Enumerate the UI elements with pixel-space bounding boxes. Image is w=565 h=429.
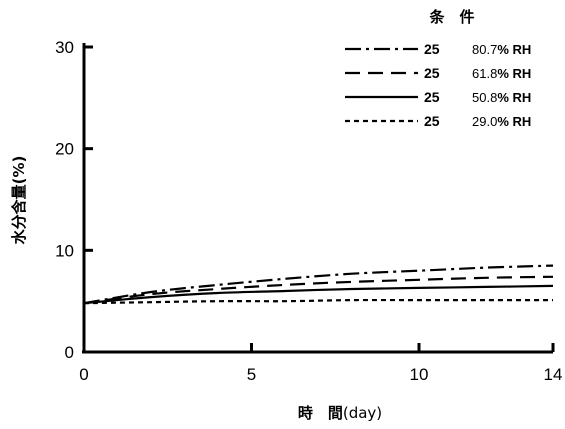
series-line-2 <box>83 284 554 305</box>
legend-rh-0: 80.7% RH <box>472 42 531 57</box>
legend-rh-value: 50.8 <box>472 90 497 105</box>
legend-temp-2: 25 <box>424 89 440 105</box>
legend-temp-1: 25 <box>424 65 440 81</box>
y-tick-label: 20 <box>55 140 74 159</box>
legend-rh-value: 29.0 <box>472 114 497 129</box>
x-axis-title-text: 時 間 <box>298 404 343 422</box>
legend-rh-3: 29.0% RH <box>472 114 531 129</box>
series-line-3 <box>83 298 553 305</box>
axes: 0 10 20 30 0 5 10 14 <box>55 38 562 384</box>
legend-rh-unit: % RH <box>497 114 531 129</box>
x-axis-title-unit: (day) <box>343 404 382 422</box>
x-tick-label: 0 <box>79 365 88 384</box>
legend-rh-value: 61.8 <box>472 66 497 81</box>
legend-temp-0: 25 <box>424 41 440 57</box>
series-lines <box>83 264 554 305</box>
legend-temp-3: 25 <box>424 113 440 129</box>
legend-rh-unit: % RH <box>497 42 531 57</box>
legend-title: 条 件 <box>428 8 474 26</box>
legend-rh-unit: % RH <box>497 66 531 81</box>
legend-rh-value: 80.7 <box>472 42 497 57</box>
y-axis-title-text: 水分含量 <box>10 184 28 244</box>
x-tick-label: 14 <box>544 365 563 384</box>
y-tick-label: 0 <box>65 343 74 362</box>
x-tick-label: 10 <box>410 365 429 384</box>
legend-rh-2: 50.8% RH <box>472 90 531 105</box>
legend-rh-1: 61.8% RH <box>472 66 531 81</box>
legend-rh-unit: % RH <box>497 90 531 105</box>
y-axis-title: 水分含量(%) <box>10 156 28 245</box>
y-tick-label: 10 <box>55 241 74 260</box>
x-tick-label: 5 <box>247 365 256 384</box>
y-axis-title-unit: (%) <box>10 156 28 185</box>
series-line-0 <box>83 264 554 305</box>
series-line-1 <box>83 275 554 305</box>
x-axis-title: 時 間(day) <box>298 404 382 422</box>
y-tick-label: 30 <box>55 38 74 57</box>
axis-titles: 時 間(day) 水分含量(%) <box>10 156 382 422</box>
